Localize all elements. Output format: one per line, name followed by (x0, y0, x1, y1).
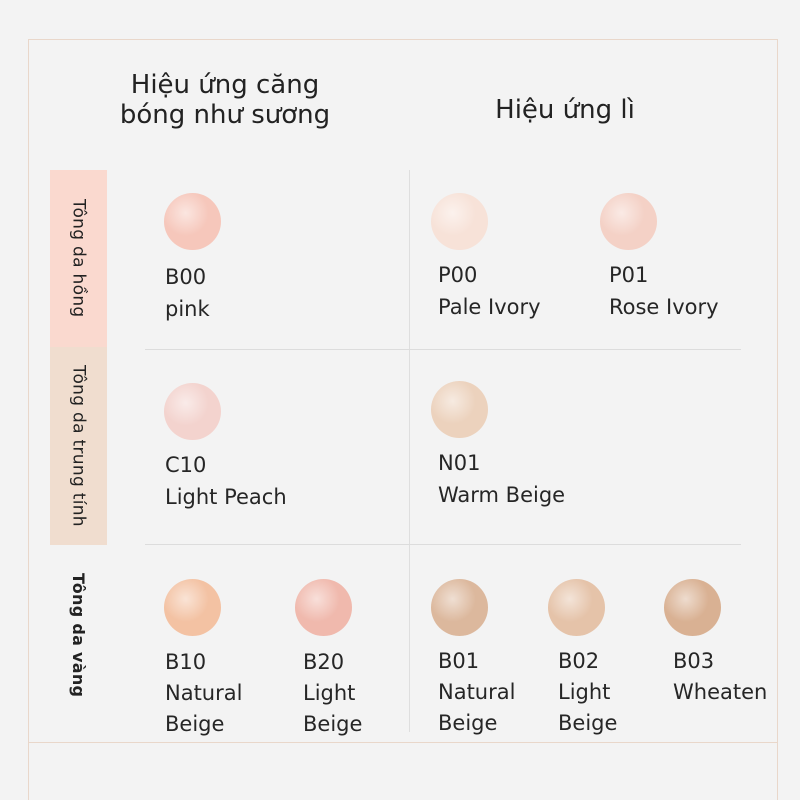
frame-bottom-border (28, 742, 778, 743)
shade-name-b02: Light Beige (558, 680, 618, 735)
shade-code-p00: P00 (438, 263, 478, 287)
row-label-text: Tông da hồng (68, 199, 89, 318)
row-label-pink-tone: Tông da hồng (50, 170, 107, 347)
row-label-yellow-tone: Tông da vàng (50, 570, 107, 700)
shade-name-b03: Wheaten (673, 680, 768, 704)
header-matte-finish: Hiệu ứng lì (495, 95, 635, 125)
swatch-b01 (431, 579, 488, 636)
frame-right-border (777, 39, 778, 800)
row-divider-1 (145, 349, 741, 350)
shade-code-b10: B10 (165, 650, 207, 674)
swatch-b02 (548, 579, 605, 636)
swatch-p00 (431, 193, 488, 250)
row-divider-2 (145, 544, 741, 545)
shade-code-b20: B20 (303, 650, 345, 674)
shade-name-b01: Natural Beige (438, 680, 516, 735)
row-label-neutral-tone: Tông da trung tính (50, 347, 107, 545)
shade-name-c10: Light Peach (165, 485, 287, 509)
swatch-b03 (664, 579, 721, 636)
swatch-b20 (295, 579, 352, 636)
swatch-n01 (431, 381, 488, 438)
shade-code-b00: B00 (165, 265, 207, 289)
frame-left-border (28, 39, 29, 800)
swatch-c10 (164, 383, 221, 440)
row-label-text: Tông da trung tính (68, 365, 89, 527)
swatch-b10 (164, 579, 221, 636)
shade-code-b01: B01 (438, 649, 480, 673)
header-glow-finish: Hiệu ứng căng bóng như sương (119, 70, 331, 130)
shade-name-p01: Rose Ivory (609, 295, 719, 319)
shade-name-p00: Pale Ivory (438, 295, 541, 319)
swatch-b00 (164, 193, 221, 250)
shade-code-b02: B02 (558, 649, 600, 673)
shade-code-n01: N01 (438, 451, 481, 475)
column-divider (409, 170, 410, 732)
shade-name-n01: Warm Beige (438, 483, 566, 507)
shade-name-b20: Light Beige (303, 681, 363, 736)
shade-name-b10: Natural Beige (165, 681, 243, 736)
swatch-p01 (600, 193, 657, 250)
shade-code-c10: C10 (165, 453, 207, 477)
shade-code-p01: P01 (609, 263, 649, 287)
shade-name-b00: pink (165, 297, 210, 321)
row-label-text: Tông da vàng (69, 572, 88, 698)
shade-code-b03: B03 (673, 649, 715, 673)
frame-top-border (28, 39, 778, 40)
